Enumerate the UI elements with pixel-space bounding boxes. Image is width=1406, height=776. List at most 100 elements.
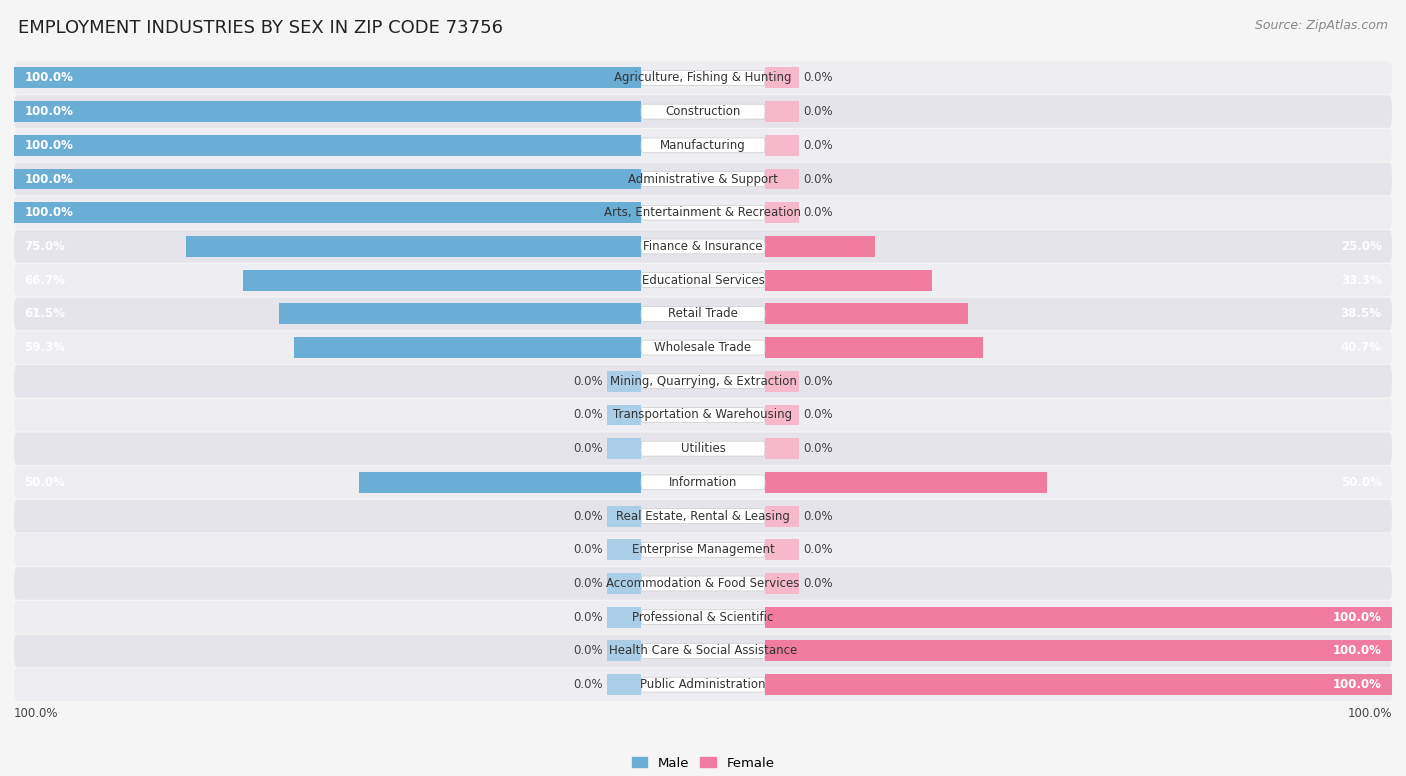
Text: 100.0%: 100.0% [24, 206, 73, 220]
Text: Arts, Entertainment & Recreation: Arts, Entertainment & Recreation [605, 206, 801, 220]
Text: 50.0%: 50.0% [1341, 476, 1382, 489]
Text: Information: Information [669, 476, 737, 489]
Text: 0.0%: 0.0% [803, 172, 832, 185]
Text: 59.3%: 59.3% [24, 341, 66, 354]
Bar [765, 135, 800, 156]
Text: Wholesale Trade: Wholesale Trade [654, 341, 752, 354]
Bar [606, 573, 641, 594]
Bar [359, 472, 641, 493]
FancyBboxPatch shape [641, 171, 765, 186]
Bar [606, 539, 641, 560]
Bar [765, 270, 932, 290]
FancyBboxPatch shape [14, 601, 1392, 633]
Bar [14, 101, 641, 122]
FancyBboxPatch shape [641, 610, 765, 625]
FancyBboxPatch shape [14, 264, 1392, 296]
Text: 0.0%: 0.0% [574, 611, 603, 624]
FancyBboxPatch shape [14, 635, 1392, 667]
Text: 100.0%: 100.0% [1333, 678, 1382, 691]
Bar [294, 337, 641, 358]
FancyBboxPatch shape [641, 643, 765, 658]
Text: 0.0%: 0.0% [803, 206, 832, 220]
Bar [14, 135, 641, 156]
Bar [606, 640, 641, 661]
Bar [765, 472, 1047, 493]
Bar [606, 674, 641, 695]
FancyBboxPatch shape [641, 104, 765, 119]
FancyBboxPatch shape [14, 500, 1392, 532]
Bar [765, 607, 1392, 628]
FancyBboxPatch shape [641, 407, 765, 422]
Text: Utilities: Utilities [681, 442, 725, 456]
Text: 0.0%: 0.0% [574, 644, 603, 657]
Text: 0.0%: 0.0% [803, 375, 832, 388]
FancyBboxPatch shape [14, 95, 1392, 128]
Text: 66.7%: 66.7% [24, 274, 66, 286]
Text: 40.7%: 40.7% [1341, 341, 1382, 354]
Legend: Male, Female: Male, Female [626, 752, 780, 775]
Text: 100.0%: 100.0% [14, 707, 59, 720]
Bar [606, 404, 641, 425]
Bar [280, 303, 641, 324]
FancyBboxPatch shape [641, 206, 765, 220]
Text: Public Administration: Public Administration [640, 678, 766, 691]
Text: 25.0%: 25.0% [1341, 240, 1382, 253]
Text: 0.0%: 0.0% [803, 510, 832, 522]
FancyBboxPatch shape [641, 71, 765, 85]
Text: EMPLOYMENT INDUSTRIES BY SEX IN ZIP CODE 73756: EMPLOYMENT INDUSTRIES BY SEX IN ZIP CODE… [18, 19, 503, 37]
Bar [765, 337, 983, 358]
Bar [765, 236, 875, 257]
FancyBboxPatch shape [14, 534, 1392, 566]
FancyBboxPatch shape [14, 466, 1392, 498]
Text: 0.0%: 0.0% [574, 510, 603, 522]
Text: Accommodation & Food Services: Accommodation & Food Services [606, 577, 800, 590]
FancyBboxPatch shape [14, 129, 1392, 161]
Text: Manufacturing: Manufacturing [661, 139, 745, 152]
Bar [765, 674, 1392, 695]
Bar [765, 506, 800, 527]
Text: 33.3%: 33.3% [1341, 274, 1382, 286]
FancyBboxPatch shape [641, 576, 765, 591]
Bar [14, 68, 641, 88]
Text: Educational Services: Educational Services [641, 274, 765, 286]
Text: Source: ZipAtlas.com: Source: ZipAtlas.com [1254, 19, 1388, 33]
Text: 100.0%: 100.0% [1347, 707, 1392, 720]
FancyBboxPatch shape [14, 432, 1392, 465]
Text: Agriculture, Fishing & Hunting: Agriculture, Fishing & Hunting [614, 71, 792, 85]
Text: 0.0%: 0.0% [574, 442, 603, 456]
Text: Transportation & Warehousing: Transportation & Warehousing [613, 408, 793, 421]
FancyBboxPatch shape [641, 340, 765, 355]
Text: Retail Trade: Retail Trade [668, 307, 738, 320]
FancyBboxPatch shape [14, 298, 1392, 330]
Text: Real Estate, Rental & Leasing: Real Estate, Rental & Leasing [616, 510, 790, 522]
Text: Mining, Quarrying, & Extraction: Mining, Quarrying, & Extraction [610, 375, 796, 388]
FancyBboxPatch shape [641, 442, 765, 456]
Text: 0.0%: 0.0% [574, 408, 603, 421]
Text: 0.0%: 0.0% [574, 375, 603, 388]
FancyBboxPatch shape [14, 668, 1392, 701]
Text: 0.0%: 0.0% [803, 408, 832, 421]
Bar [14, 203, 641, 223]
Bar [765, 573, 800, 594]
Bar [14, 168, 641, 189]
Text: Finance & Insurance: Finance & Insurance [644, 240, 762, 253]
FancyBboxPatch shape [641, 272, 765, 288]
FancyBboxPatch shape [641, 138, 765, 153]
Text: Administrative & Support: Administrative & Support [628, 172, 778, 185]
FancyBboxPatch shape [14, 399, 1392, 431]
Text: 0.0%: 0.0% [803, 105, 832, 118]
Bar [765, 371, 800, 392]
Text: Professional & Scientific: Professional & Scientific [633, 611, 773, 624]
Bar [186, 236, 641, 257]
Bar [606, 506, 641, 527]
Text: 0.0%: 0.0% [803, 577, 832, 590]
Text: 100.0%: 100.0% [24, 139, 73, 152]
Text: 75.0%: 75.0% [24, 240, 65, 253]
FancyBboxPatch shape [14, 163, 1392, 196]
FancyBboxPatch shape [14, 567, 1392, 600]
FancyBboxPatch shape [14, 230, 1392, 262]
Text: 0.0%: 0.0% [803, 139, 832, 152]
Bar [765, 438, 800, 459]
FancyBboxPatch shape [641, 508, 765, 524]
FancyBboxPatch shape [14, 331, 1392, 364]
